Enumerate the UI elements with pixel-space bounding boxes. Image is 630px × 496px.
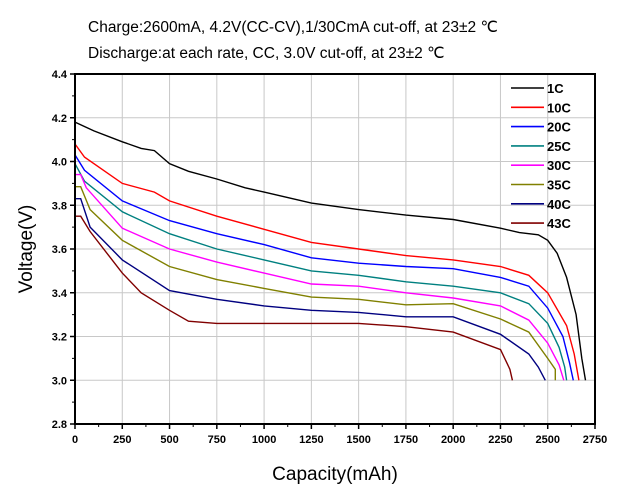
y-tick-label: 2.8 — [52, 419, 67, 431]
x-tick-label: 750 — [208, 434, 226, 446]
series-line-20C — [74, 154, 574, 381]
chart-subtitle: Discharge:at each rate, CC, 3.0V cut-off… — [88, 45, 445, 62]
series-line-43C — [75, 215, 514, 381]
y-tick-label: 3.0 — [52, 375, 67, 387]
x-tick-label: 2250 — [488, 434, 512, 446]
series-line-35C — [75, 186, 556, 381]
legend-label-20C: 20C — [547, 120, 571, 135]
x-tick-label: 0 — [72, 434, 78, 446]
y-tick-label: 4.2 — [52, 113, 67, 125]
x-tick-label: 1500 — [346, 434, 370, 446]
series-line-30C — [75, 173, 565, 381]
x-axis-label: Capacity(mAh) — [272, 464, 398, 485]
x-tick-label: 1250 — [299, 434, 323, 446]
y-tick-label: 3.8 — [52, 200, 67, 212]
series-line-40C — [75, 198, 546, 381]
legend-label-43C: 43C — [547, 216, 571, 231]
y-axis-label: Voltage(V) — [16, 205, 37, 294]
y-tick-label: 3.4 — [52, 288, 68, 300]
y-tick-label: 4.4 — [52, 69, 68, 81]
y-tick-label: 4.0 — [52, 157, 67, 169]
legend-label-35C: 35C — [547, 178, 571, 193]
series-line-25C — [74, 163, 568, 381]
legend-label-10C: 10C — [547, 100, 571, 115]
y-tick-label: 3.2 — [52, 332, 67, 344]
legend-label-40C: 40C — [547, 197, 571, 212]
x-tick-label: 2500 — [535, 434, 559, 446]
series-line-1C — [74, 121, 587, 381]
legend-label-1C: 1C — [547, 81, 564, 96]
series-line-10C — [74, 143, 580, 381]
legend-label-30C: 30C — [547, 158, 571, 173]
x-tick-label: 1750 — [394, 434, 418, 446]
x-tick-label: 250 — [113, 434, 131, 446]
x-tick-label: 1000 — [252, 434, 276, 446]
legend-label-25C: 25C — [547, 139, 571, 154]
x-tick-label: 2750 — [583, 434, 607, 446]
chart-title: Charge:2600mA, 4.2V(CC-CV),1/30CmA cut-o… — [88, 19, 498, 36]
x-tick-label: 500 — [160, 434, 178, 446]
x-tick-label: 2000 — [441, 434, 465, 446]
y-tick-label: 3.6 — [52, 244, 67, 256]
